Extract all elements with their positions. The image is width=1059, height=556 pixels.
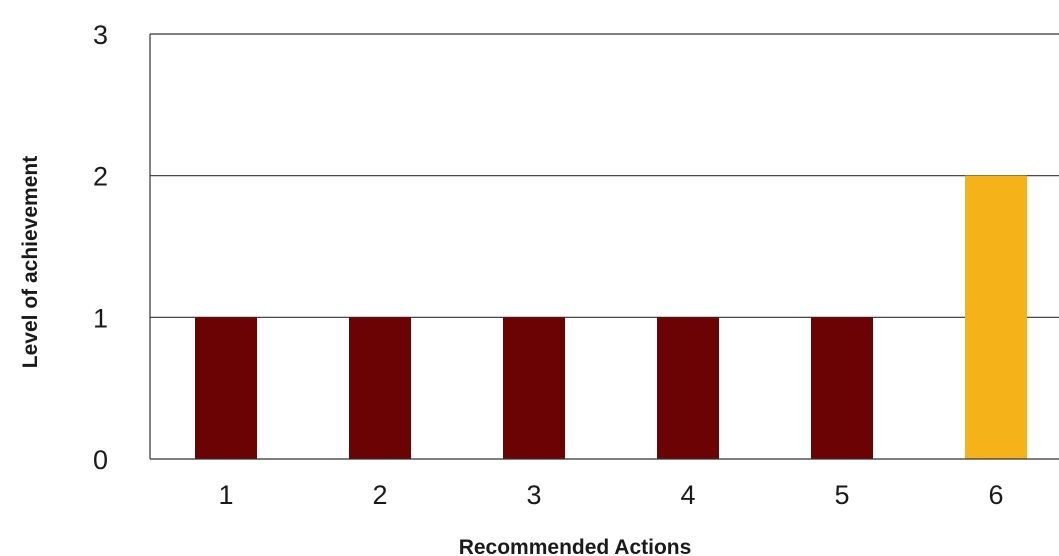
bar-3 (503, 317, 565, 459)
x-tick-label-5: 5 (834, 480, 849, 510)
x-tick-label-2: 2 (372, 480, 387, 510)
y-tick-label-1: 1 (93, 303, 108, 333)
x-tick-label-6: 6 (988, 480, 1003, 510)
bar-2 (349, 317, 411, 459)
bar-6 (965, 175, 1027, 459)
label-layer: 1 2 3 4 5 6 0 1 2 3 (93, 20, 1004, 510)
x-axis-title: Recommended Actions (459, 536, 692, 556)
axis-layer (149, 34, 1059, 460)
x-tick-label-4: 4 (680, 480, 695, 510)
y-tick-label-3: 3 (93, 20, 108, 50)
bar-1 (195, 317, 257, 459)
y-tick-label-0: 0 (93, 445, 108, 475)
bar-5 (811, 317, 873, 459)
bar-layer (195, 175, 1027, 459)
y-tick-label-2: 2 (93, 162, 108, 192)
x-tick-label-3: 3 (526, 480, 541, 510)
y-axis-title: Level of achievement (19, 156, 42, 368)
grid-layer (150, 33, 1059, 318)
bar-4 (657, 317, 719, 459)
x-tick-label-1: 1 (218, 480, 233, 510)
